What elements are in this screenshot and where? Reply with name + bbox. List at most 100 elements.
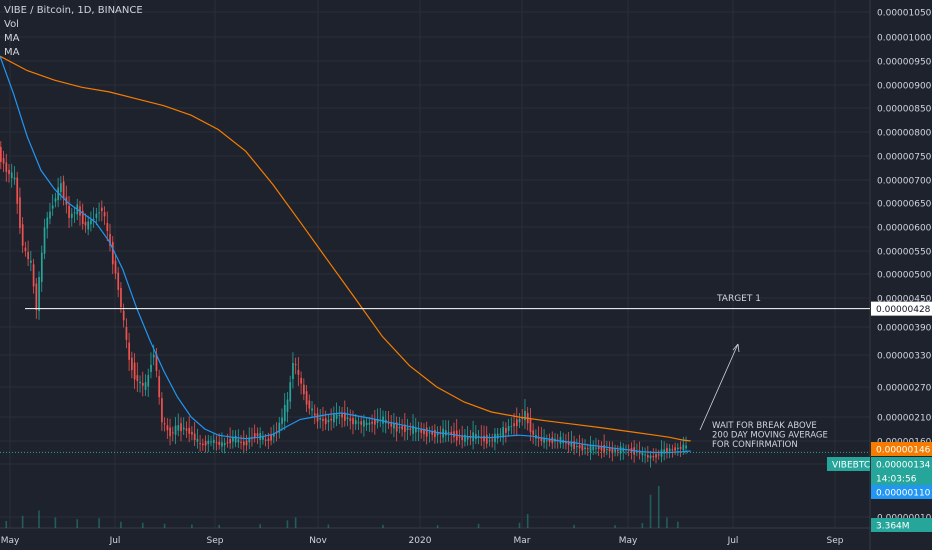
candle-body: [611, 447, 614, 454]
candle-body: [570, 442, 573, 447]
candle-body: [666, 447, 668, 453]
candle-body: [35, 283, 38, 311]
candle-body: [281, 417, 283, 424]
candle-body: [109, 233, 111, 246]
candle-body: [395, 422, 398, 432]
candle-body: [466, 436, 469, 440]
volume-bar: [21, 515, 24, 528]
candle-body: [199, 443, 201, 445]
candle-body: [450, 431, 453, 435]
candle-body: [267, 438, 270, 441]
candle-body: [382, 416, 384, 424]
candle-body: [210, 441, 212, 443]
candle-body: [240, 441, 242, 443]
candle-body: [106, 223, 109, 231]
candle-body: [649, 455, 652, 459]
annotation-arrowhead: [732, 343, 740, 353]
candle-body: [524, 411, 526, 421]
candle-body: [311, 408, 313, 411]
y-tick-label: 0.00000500: [877, 271, 932, 281]
candle-body: [27, 252, 29, 260]
y-tick-label: 0.00000390: [877, 324, 932, 334]
ma-50-line: [0, 55, 691, 454]
volume-bar: [286, 520, 289, 528]
y-tick-label: 0.00000650: [877, 200, 932, 210]
candle-body: [559, 436, 562, 444]
candle-body: [567, 441, 570, 446]
candle-body: [502, 427, 505, 438]
x-tick-label: Nov: [309, 536, 327, 546]
candle-body: [406, 427, 409, 430]
volume-bar: [38, 510, 40, 528]
candle-body: [46, 217, 49, 229]
volume-bar: [677, 521, 679, 528]
indicator-ma-2[interactable]: MA: [4, 47, 20, 58]
x-tick-label: May: [1, 536, 20, 546]
candle-body: [51, 205, 54, 209]
candle-body: [499, 433, 502, 435]
candle-body: [13, 177, 16, 180]
candle-body: [256, 433, 259, 437]
y-tick-label: 0.00000450: [877, 295, 932, 305]
volume-bar: [573, 524, 575, 528]
y-tick-label: 0.00000550: [877, 248, 932, 258]
candle-body: [595, 447, 597, 449]
candle-body: [589, 444, 592, 452]
candle-body: [147, 375, 150, 387]
candle-body: [333, 414, 335, 423]
indicator-vol[interactable]: Vol: [4, 19, 19, 30]
candle-body: [494, 433, 496, 443]
candle-body: [548, 439, 551, 442]
candle-body: [139, 381, 141, 384]
candle-body: [16, 177, 19, 204]
volume-bar: [614, 525, 616, 528]
candle-body: [349, 418, 352, 421]
candle-body: [515, 419, 518, 427]
volume-bar: [259, 524, 261, 528]
candle-body: [122, 310, 125, 321]
candle-body: [229, 438, 232, 444]
candle-body: [461, 435, 464, 441]
candle-body: [447, 431, 450, 434]
volume-bar: [436, 525, 439, 528]
candle-body: [469, 437, 472, 439]
y-tick-label: 0.00000800: [877, 129, 932, 139]
volume-bar: [120, 521, 122, 528]
candle-body: [43, 227, 46, 254]
candle-body: [196, 438, 199, 442]
candle-body: [335, 414, 338, 419]
candle-body: [297, 369, 300, 375]
indicator-ma-1[interactable]: MA: [4, 33, 20, 44]
last-price-tag: 0.00000134: [876, 461, 931, 471]
x-tick-label: 2020: [409, 536, 432, 546]
volume-tag: 3.364M: [876, 522, 910, 532]
volume-bar: [649, 494, 652, 528]
candle-body: [597, 446, 600, 450]
candle-body: [674, 447, 677, 451]
chart-legend: VIBE / Bitcoin, 1D, BINANCE Vol MA MA: [4, 4, 143, 60]
x-tick-label: Sep: [827, 536, 844, 546]
x-tick-label: Jul: [727, 536, 739, 546]
candle-body: [226, 442, 229, 444]
candle-body: [671, 449, 674, 451]
candle-body: [677, 447, 679, 450]
candle-body: [245, 440, 248, 446]
candle-body: [464, 434, 466, 442]
candle-body: [202, 443, 204, 446]
volume-tag-bg: [871, 518, 932, 532]
candle-body: [428, 432, 431, 434]
candle-body: [133, 362, 136, 380]
candle-body: [663, 449, 666, 454]
candle-body: [218, 441, 221, 446]
countdown-tag-bg: [871, 471, 932, 485]
candle-body: [513, 423, 515, 427]
countdown-tag: 14:03:56: [876, 475, 917, 485]
candle-body: [655, 454, 657, 458]
candle-body: [57, 187, 60, 201]
y-tick-label: 0.00000210: [877, 414, 932, 424]
candle-body: [363, 420, 365, 427]
candle-body: [84, 222, 87, 226]
candle-body: [10, 172, 13, 178]
volume-bar: [191, 524, 193, 528]
